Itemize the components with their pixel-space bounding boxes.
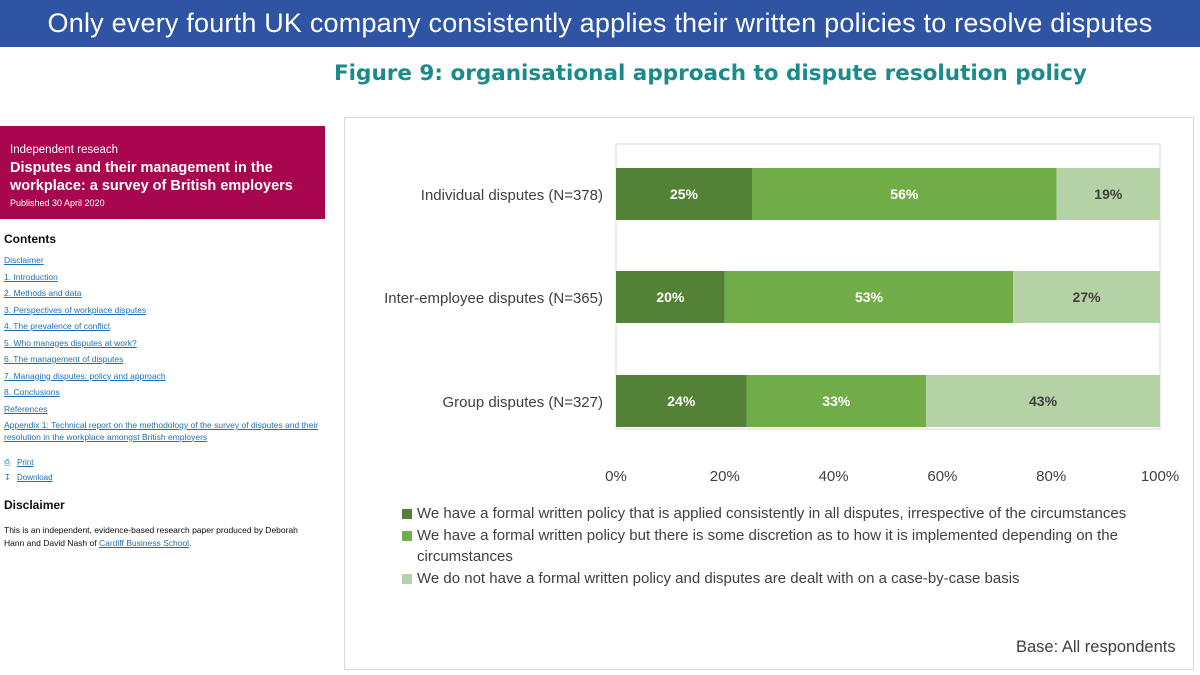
report-published-date: Published 30 April 2020 — [10, 198, 105, 208]
cardiff-business-school-link[interactable]: Cardiff Business School — [98, 537, 190, 548]
disclaimer-end: . — [189, 537, 192, 548]
data-label: 20% — [656, 289, 685, 305]
legend-label: We have a formal written policy that is … — [417, 505, 1127, 522]
contents-list: Contents Disclaimer 1. Introduction 2. M… — [4, 232, 324, 443]
bar-segment — [1013, 271, 1160, 323]
base-note: Base: All respondents — [1016, 638, 1176, 656]
contents-link-references[interactable]: References — [4, 403, 48, 414]
contents-heading: Contents — [4, 232, 56, 246]
x-tick-label: 100% — [1141, 468, 1179, 485]
data-label: 27% — [1073, 289, 1102, 305]
legend-swatch — [402, 574, 412, 584]
print-label: Print — [17, 458, 34, 467]
report-kicker: Independent reseach — [10, 144, 119, 156]
data-label: 19% — [1094, 186, 1123, 202]
bar-segment — [616, 168, 752, 220]
print-link[interactable]: ⎙ Print — [4, 455, 53, 470]
page-tools: ⎙ Print ↧ Download — [4, 455, 53, 485]
contents-link-appendix[interactable]: Appendix 1: Technical report on the meth… — [4, 420, 319, 442]
legend-label: We have a formal written policy but ther… — [417, 527, 1118, 565]
x-tick-label: 20% — [710, 468, 740, 485]
contents-link-introduction[interactable]: 1. Introduction — [4, 271, 58, 282]
contents-link-prevalence[interactable]: 4. The prevalence of conflict — [4, 321, 111, 331]
contents-link-perspectives[interactable]: 3. Perspectives of workplace disputes — [4, 304, 147, 315]
data-label: 24% — [667, 393, 696, 409]
disclaimer-heading: Disclaimer — [4, 498, 65, 512]
chart-legend: We have a formal written policy that is … — [402, 503, 1192, 590]
download-icon: ↧ — [4, 473, 11, 482]
bar-segment — [926, 375, 1160, 427]
bar-segment — [752, 168, 1057, 220]
bar-segment — [1056, 168, 1160, 220]
headline-banner: Only every fourth UK company consistentl… — [0, 0, 1200, 47]
contents-link-management[interactable]: 6. The management of disputes — [4, 354, 124, 364]
bar-segment — [616, 375, 747, 427]
category-label: Inter-employee disputes (N=365) — [384, 290, 603, 307]
download-label: Download — [17, 473, 53, 482]
contents-link-conclusions[interactable]: 8. Conclusions — [4, 387, 60, 397]
x-tick-label: 0% — [605, 468, 627, 485]
data-label: 56% — [890, 186, 919, 202]
data-label: 33% — [822, 393, 851, 409]
data-label: 25% — [670, 186, 699, 202]
category-label: Group disputes (N=327) — [442, 394, 603, 411]
data-label: 43% — [1029, 393, 1058, 409]
legend-swatch — [402, 531, 412, 541]
disclaimer-text: This is an independent, evidence-based r… — [4, 525, 298, 548]
printer-icon: ⎙ — [4, 458, 11, 467]
category-label: Individual disputes (N=378) — [421, 187, 603, 204]
legend-item: We have a formal written policy but ther… — [402, 525, 1192, 567]
legend-label: We do not have a formal written policy a… — [417, 570, 1020, 587]
contents-link-who-manages[interactable]: 5. Who manages disputes at work? — [4, 337, 137, 348]
x-tick-label: 60% — [927, 468, 957, 485]
headline-text: Only every fourth UK company consistentl… — [47, 8, 1153, 38]
report-header: Independent reseach Disputes and their m… — [0, 126, 325, 219]
bar-segment — [616, 271, 725, 323]
legend-item: We do not have a formal written policy a… — [402, 568, 1192, 589]
contents-link-policy-approach[interactable]: 7. Managing disputes: policy and approac… — [4, 370, 166, 381]
x-tick-label: 80% — [1036, 468, 1066, 485]
contents-link-disclaimer[interactable]: Disclaimer — [4, 255, 44, 265]
legend-item: We have a formal written policy that is … — [402, 503, 1192, 524]
download-link[interactable]: ↧ Download — [4, 470, 53, 485]
disclaimer-paragraph: This is an independent, evidence-based r… — [4, 524, 319, 549]
x-tick-label: 40% — [819, 468, 849, 485]
legend-swatch — [402, 509, 412, 519]
bar-segment — [746, 375, 927, 427]
contents-link-methods[interactable]: 2. Methods and data — [4, 288, 82, 298]
figure-title: Figure 9: organisational approach to dis… — [334, 61, 1087, 86]
report-title: Disputes and their management in the wor… — [10, 160, 293, 194]
bar-segment — [724, 271, 1014, 323]
data-label: 53% — [855, 289, 884, 305]
disclaimer-section: Disclaimer This is an independent, evide… — [4, 498, 319, 549]
